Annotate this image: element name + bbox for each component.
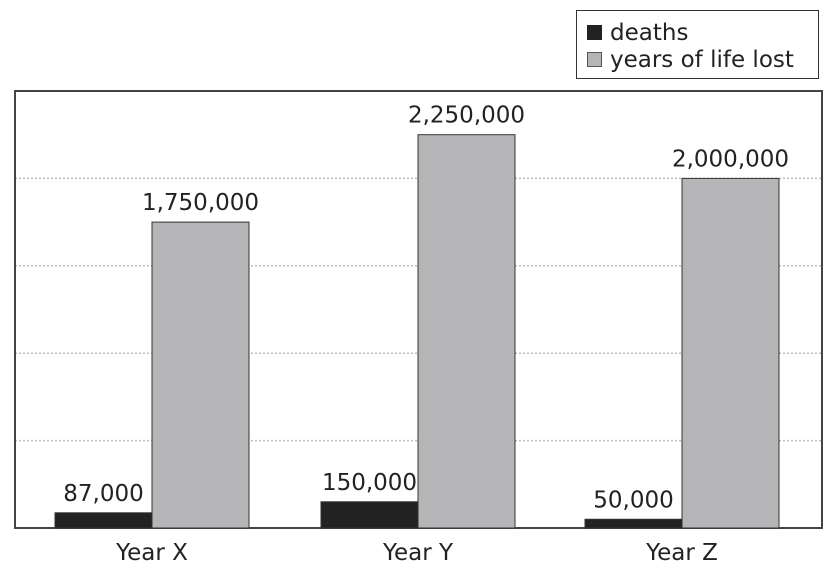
data-label-yll-1: 1,750,000: [142, 190, 259, 216]
bar-yll-2: [417, 134, 516, 529]
category-label-2: Year Y: [382, 540, 454, 566]
bar-deaths-1: [54, 512, 153, 529]
legend-swatch-yll: [587, 52, 602, 67]
bar-deaths-3: [584, 518, 683, 529]
bar-deaths-2: [320, 501, 419, 529]
category-label-3: Year Z: [645, 540, 718, 566]
bar-yll-1: [151, 221, 250, 529]
category-labels: Year X Year Y Year Z: [115, 540, 718, 566]
value-labels: 87,000 1,750,000 150,000 2,250,000 50,000 2,0…: [63, 103, 789, 514]
data-label-deaths-3: 50,000: [593, 487, 673, 513]
legend-swatch-deaths: [587, 25, 602, 40]
legend: deaths years of life lost: [576, 10, 819, 79]
data-label-deaths-2: 150,000: [322, 470, 417, 496]
data-label-yll-2: 2,250,000: [408, 103, 525, 129]
bars: [54, 134, 780, 529]
data-label-deaths-1: 87,000: [63, 481, 143, 507]
legend-label-yll: years of life lost: [610, 46, 794, 73]
legend-item-yll: years of life lost: [587, 46, 818, 73]
legend-item-deaths: deaths: [587, 19, 818, 46]
legend-label-deaths: deaths: [610, 19, 689, 46]
bar-yll-3: [681, 177, 780, 529]
data-label-yll-3: 2,000,000: [672, 146, 789, 172]
category-label-1: Year X: [115, 540, 188, 566]
